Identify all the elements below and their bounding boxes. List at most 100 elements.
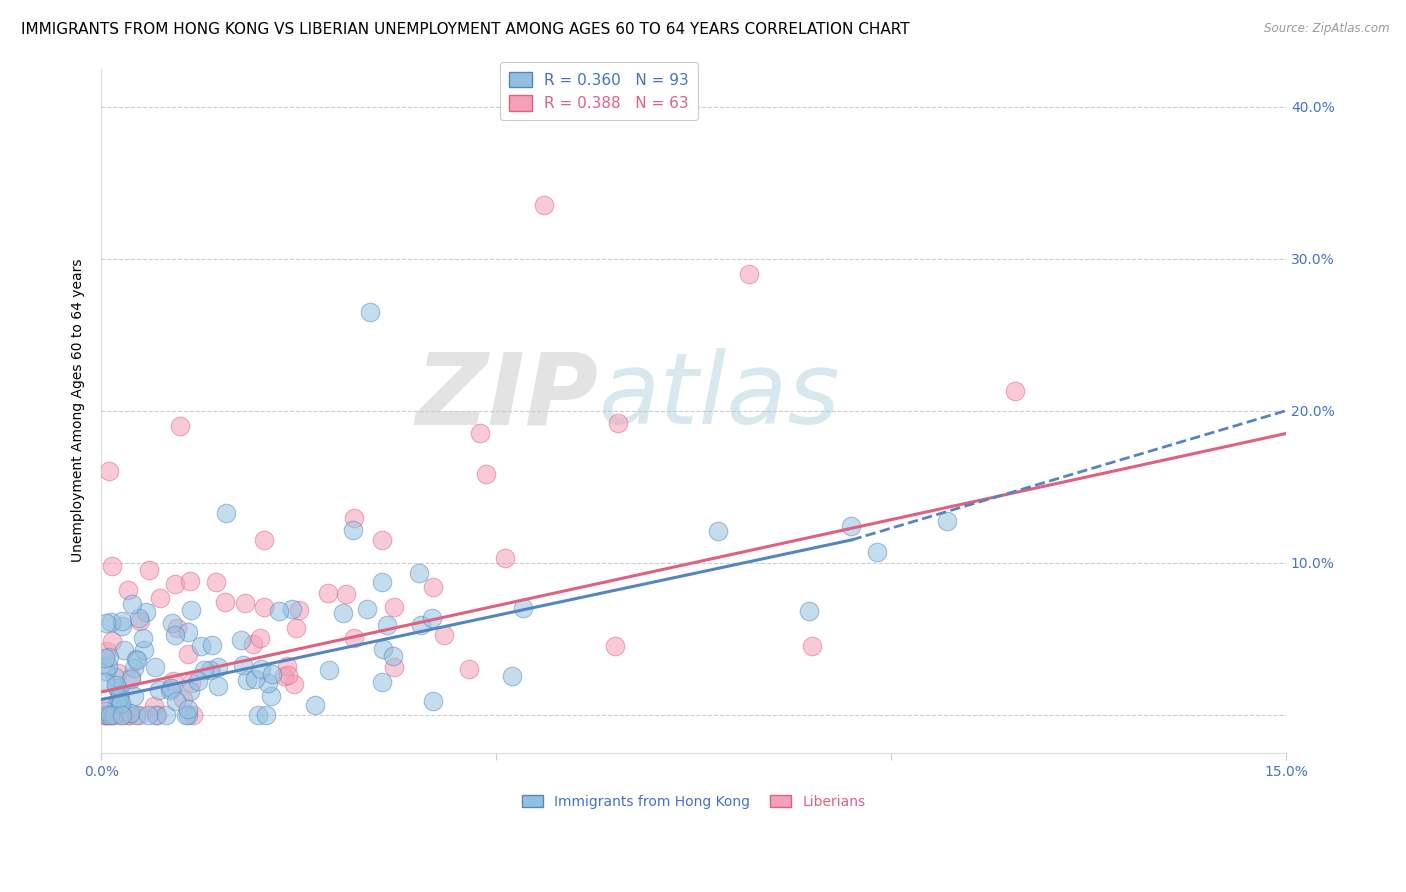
Point <box>159 681 181 695</box>
Point <box>458 662 481 676</box>
Point <box>433 628 456 642</box>
Point <box>142 699 165 714</box>
Point <box>382 648 405 663</box>
Point <box>242 637 264 651</box>
Point <box>475 467 498 482</box>
Point <box>136 707 159 722</box>
Point <box>288 603 311 617</box>
Point <box>122 689 145 703</box>
Point <box>177 707 200 722</box>
Text: IMMIGRANTS FROM HONG KONG VS LIBERIAN UNEMPLOYMENT AMONG AGES 60 TO 64 YEARS COR: IMMIGRANTS FROM HONG KONG VS LIBERIAN UN… <box>21 22 910 37</box>
Point <box>112 642 135 657</box>
Point <box>257 675 280 690</box>
Point <box>260 667 283 681</box>
Point <box>104 678 127 692</box>
Point <box>215 506 238 520</box>
Point <box>273 668 295 682</box>
Point <box>277 668 299 682</box>
Point <box>124 707 146 722</box>
Point <box>494 550 516 565</box>
Legend: Immigrants from Hong Kong, Liberians: Immigrants from Hong Kong, Liberians <box>516 789 872 814</box>
Point <box>200 664 222 678</box>
Point <box>316 586 339 600</box>
Point <box>253 600 276 615</box>
Point <box>148 682 170 697</box>
Point <box>145 707 167 722</box>
Point <box>304 698 326 712</box>
Point <box>179 574 201 589</box>
Point <box>166 622 188 636</box>
Point <box>254 707 277 722</box>
Point <box>110 697 132 711</box>
Point <box>371 674 394 689</box>
Point <box>105 681 128 695</box>
Point <box>420 611 443 625</box>
Point <box>174 707 197 722</box>
Point <box>129 614 152 628</box>
Point <box>94 707 117 722</box>
Point <box>111 707 134 722</box>
Point <box>259 689 281 703</box>
Point <box>204 574 226 589</box>
Point <box>165 576 187 591</box>
Point <box>936 514 959 528</box>
Point <box>177 624 200 639</box>
Point <box>149 591 172 605</box>
Point <box>110 707 132 722</box>
Point <box>512 601 534 615</box>
Point <box>98 707 121 722</box>
Point <box>250 662 273 676</box>
Point <box>101 558 124 573</box>
Point <box>533 198 555 212</box>
Point <box>243 672 266 686</box>
Point <box>121 598 143 612</box>
Point <box>110 697 132 711</box>
Text: Source: ZipAtlas.com: Source: ZipAtlas.com <box>1264 22 1389 36</box>
Point <box>375 618 398 632</box>
Point <box>96 643 118 657</box>
Point <box>343 511 366 525</box>
Text: atlas: atlas <box>599 349 841 445</box>
Point <box>606 417 628 431</box>
Point <box>125 653 148 667</box>
Point <box>128 707 150 722</box>
Point <box>284 621 307 635</box>
Point <box>124 652 146 666</box>
Point <box>110 687 132 701</box>
Point <box>422 694 444 708</box>
Point <box>231 633 253 648</box>
Point <box>143 660 166 674</box>
Point <box>706 524 728 538</box>
Point <box>422 580 444 594</box>
Point <box>501 669 523 683</box>
Point <box>269 604 291 618</box>
Text: ZIP: ZIP <box>416 349 599 445</box>
Point <box>94 698 117 713</box>
Point <box>103 707 125 722</box>
Point <box>371 641 394 656</box>
Point <box>233 596 256 610</box>
Point <box>342 524 364 538</box>
Point <box>176 648 198 662</box>
Point <box>134 642 156 657</box>
Point <box>371 575 394 590</box>
Point <box>172 692 194 706</box>
Point <box>318 663 340 677</box>
Point <box>135 605 157 619</box>
Point <box>253 533 276 548</box>
Point <box>470 426 492 441</box>
Point <box>122 661 145 675</box>
Point <box>738 267 761 281</box>
Point <box>276 659 298 673</box>
Point <box>176 701 198 715</box>
Point <box>94 615 117 630</box>
Point <box>236 673 259 688</box>
Point <box>249 631 271 645</box>
Point <box>146 707 169 722</box>
Point <box>98 707 121 722</box>
Point <box>120 672 142 686</box>
Point <box>214 594 236 608</box>
Point <box>120 670 142 684</box>
Point <box>105 696 128 710</box>
Point <box>232 657 254 672</box>
